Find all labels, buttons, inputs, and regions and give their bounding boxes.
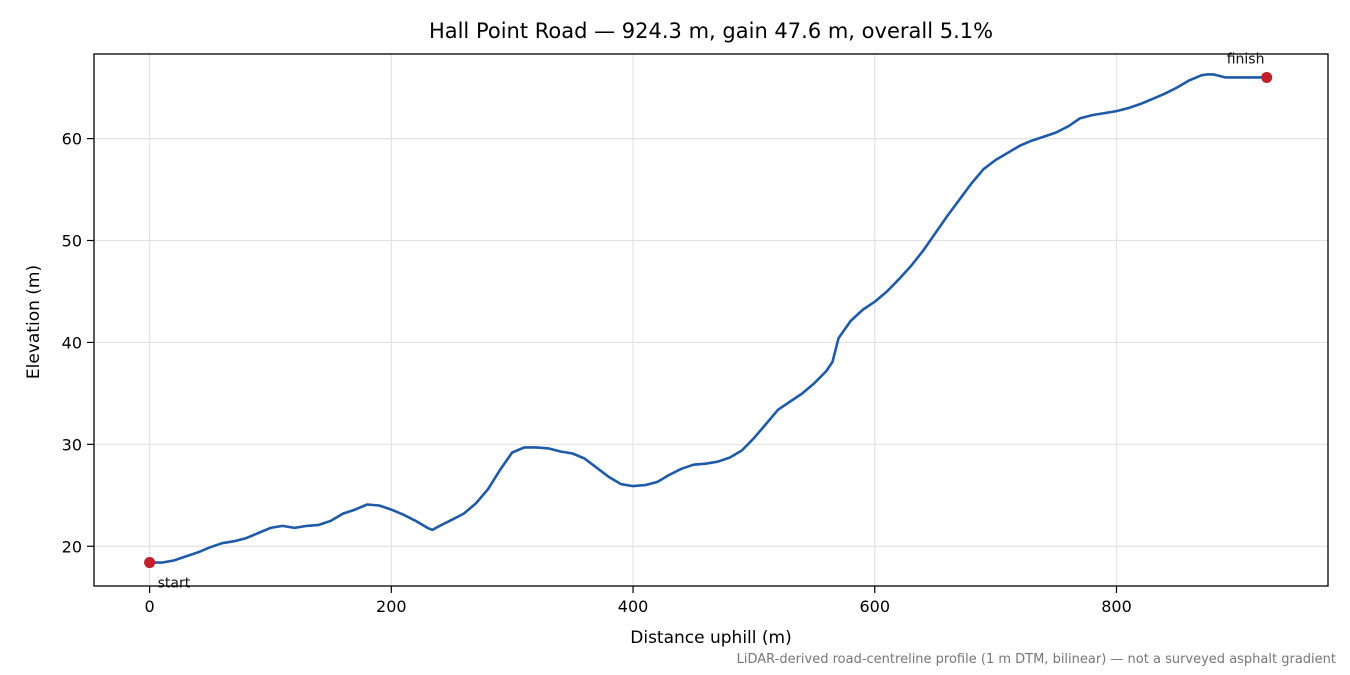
start-marker — [144, 557, 156, 569]
axis-ticks: 0 200 400 600 800 20 30 40 50 60 — [62, 130, 1132, 616]
endpoint-markers: start finish — [144, 51, 1273, 592]
finish-marker — [1261, 71, 1273, 83]
x-tick-label: 200 — [376, 597, 407, 616]
x-tick-label: 600 — [859, 597, 890, 616]
finish-label: finish — [1227, 51, 1265, 67]
start-label: start — [158, 576, 191, 592]
x-tick-label: 800 — [1101, 597, 1132, 616]
data-source-footnote: LiDAR-derived road-centreline profile (1… — [736, 652, 1336, 667]
elevation-line — [148, 73, 1268, 564]
y-tick-label: 20 — [62, 537, 82, 556]
axes-frame — [93, 53, 1329, 587]
y-tick-label: 50 — [62, 232, 82, 251]
y-tick-label: 40 — [62, 333, 82, 352]
y-tick-label: 30 — [62, 435, 82, 454]
y-axis-label: Elevation (m) — [24, 264, 44, 380]
grid-lines — [94, 54, 1328, 586]
y-tick-label: 60 — [62, 130, 82, 149]
chart-title: Hall Point Road — 924.3 m, gain 47.6 m, … — [428, 19, 994, 43]
x-axis-label: Distance uphill (m) — [630, 628, 792, 648]
x-tick-label: 400 — [618, 597, 649, 616]
x-tick-label: 0 — [145, 597, 155, 616]
